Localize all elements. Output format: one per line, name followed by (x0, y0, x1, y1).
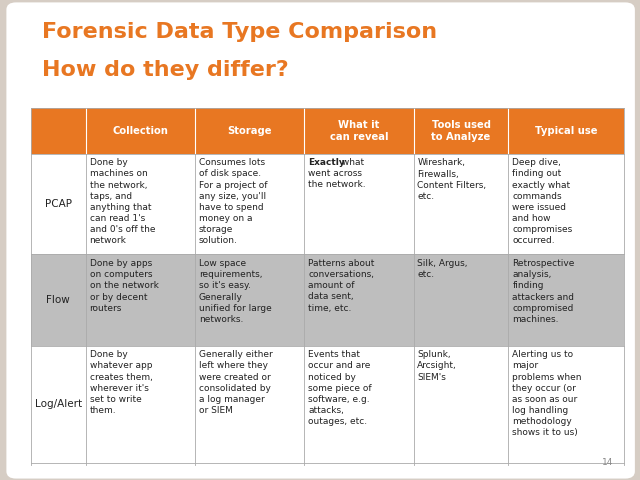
Text: Events that
occur and are
noticed by
some piece of
software, e.g.
attacks,
outag: Events that occur and are noticed by som… (308, 350, 372, 426)
Text: Exactly: Exactly (308, 158, 345, 168)
Text: went across
the network.: went across the network. (308, 169, 365, 189)
Text: Collection: Collection (113, 126, 168, 136)
Text: Silk, Argus,
etc.: Silk, Argus, etc. (417, 259, 468, 279)
Bar (31, 254, 624, 346)
Text: Log/Alert: Log/Alert (35, 399, 82, 409)
Text: what: what (339, 158, 364, 168)
Text: Done by
whatever app
creates them,
wherever it's
set to write
them.: Done by whatever app creates them, where… (90, 350, 152, 415)
Bar (31, 154, 624, 254)
Text: Tools used
to Analyze: Tools used to Analyze (431, 120, 491, 142)
Text: PCAP: PCAP (45, 199, 72, 209)
FancyBboxPatch shape (6, 2, 635, 479)
Text: Done by
machines on
the network,
taps, and
anything that
can read 1's
and 0's of: Done by machines on the network, taps, a… (90, 158, 155, 245)
Text: How do they differ?: How do they differ? (42, 60, 289, 80)
Text: Generally either
left where they
were created or
consolidated by
a log manager
o: Generally either left where they were cr… (199, 350, 273, 415)
Text: Deep dive,
finding out
exactly what
commands
were issued
and how
compromises
occ: Deep dive, finding out exactly what comm… (512, 158, 573, 245)
Text: Low space
requirements,
so it's easy.
Generally
unified for large
networks.: Low space requirements, so it's easy. Ge… (199, 259, 271, 324)
Text: What it
can reveal: What it can reveal (330, 120, 388, 142)
Text: 14: 14 (602, 457, 613, 467)
Text: Flow: Flow (46, 295, 70, 305)
Text: Done by apps
on computers
on the network
or by decent
routers: Done by apps on computers on the network… (90, 259, 158, 312)
Text: Alerting us to
major
problems when
they occur (or
as soon as our
log handling
me: Alerting us to major problems when they … (512, 350, 582, 437)
Bar (31, 108, 624, 154)
Text: Consumes lots
of disk space.
For a project of
any size, you'll
have to spend
mon: Consumes lots of disk space. For a proje… (199, 158, 268, 245)
Text: Wireshark,
Firewalls,
Content Filters,
etc.: Wireshark, Firewalls, Content Filters, e… (417, 158, 486, 201)
Bar (31, 346, 624, 463)
Text: Storage: Storage (227, 126, 272, 136)
Text: Patterns about
conversations,
amount of
data sent,
time, etc.: Patterns about conversations, amount of … (308, 259, 374, 312)
Text: Splunk,
Arcsight,
SIEM's: Splunk, Arcsight, SIEM's (417, 350, 457, 382)
Text: Forensic Data Type Comparison: Forensic Data Type Comparison (42, 22, 436, 42)
Text: Retrospective
analysis,
finding
attackers and
compromised
machines.: Retrospective analysis, finding attacker… (512, 259, 575, 324)
Text: Typical use: Typical use (535, 126, 598, 136)
